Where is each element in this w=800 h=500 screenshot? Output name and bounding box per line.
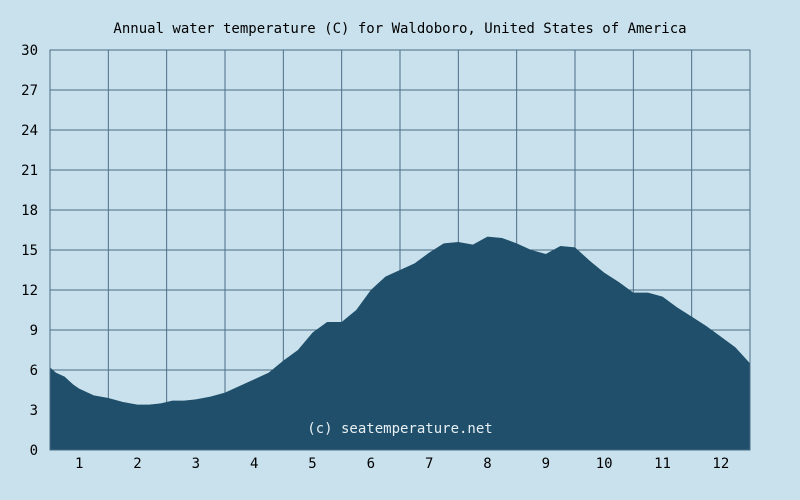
y-tick-label: 9 bbox=[30, 323, 38, 339]
y-tick-label: 3 bbox=[30, 403, 38, 419]
x-tick-label: 4 bbox=[250, 456, 258, 472]
y-tick-label: 0 bbox=[30, 443, 38, 459]
x-tick-label: 8 bbox=[483, 456, 491, 472]
y-tick-label: 24 bbox=[21, 123, 38, 139]
x-axis-ticks: 1 2 3 4 5 6 7 8 9 10 11 12 bbox=[75, 456, 729, 472]
y-tick-label: 21 bbox=[21, 163, 38, 179]
y-tick-label: 27 bbox=[21, 83, 38, 99]
y-tick-label: 12 bbox=[21, 283, 38, 299]
x-tick-label: 9 bbox=[542, 456, 550, 472]
x-tick-label: 7 bbox=[425, 456, 433, 472]
x-tick-label: 5 bbox=[308, 456, 316, 472]
y-axis-ticks: 0 3 6 9 12 15 18 21 24 27 30 bbox=[21, 43, 38, 459]
y-tick-label: 15 bbox=[21, 243, 38, 259]
x-tick-label: 1 bbox=[75, 456, 83, 472]
x-tick-label: 11 bbox=[654, 456, 671, 472]
y-tick-label: 18 bbox=[21, 203, 38, 219]
x-tick-label: 12 bbox=[712, 456, 729, 472]
y-tick-label: 6 bbox=[30, 363, 38, 379]
x-tick-label: 3 bbox=[192, 456, 200, 472]
x-tick-label: 2 bbox=[133, 456, 141, 472]
x-tick-label: 10 bbox=[596, 456, 613, 472]
x-tick-label: 6 bbox=[367, 456, 375, 472]
chart-title: Annual water temperature (C) for Waldobo… bbox=[113, 21, 686, 37]
y-tick-label: 30 bbox=[21, 43, 38, 59]
watermark: (c) seatemperature.net bbox=[307, 421, 492, 437]
plot-frame bbox=[49, 49, 751, 451]
temperature-area bbox=[50, 236, 750, 450]
